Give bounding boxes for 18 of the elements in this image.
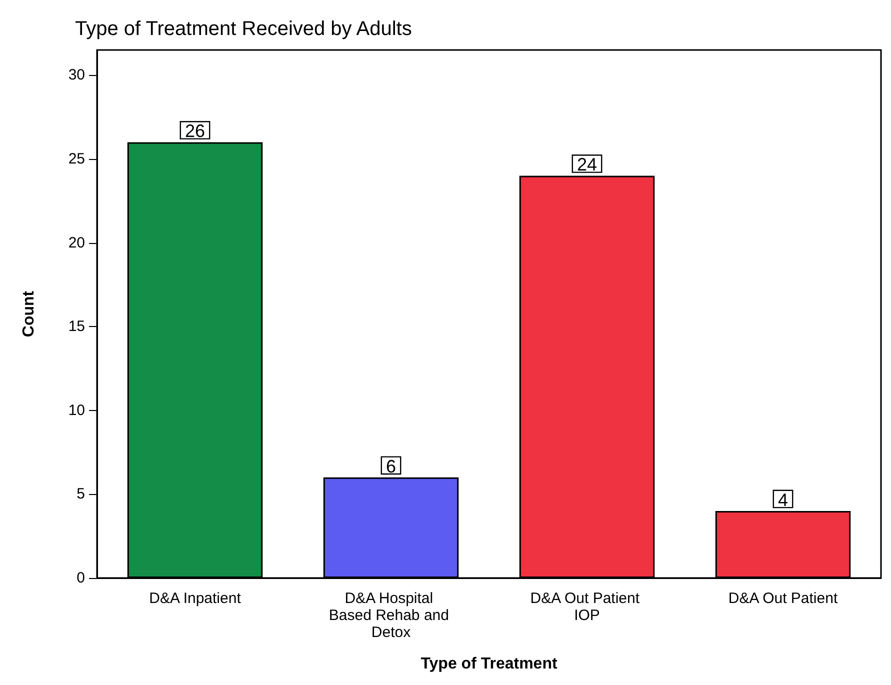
y-axis-title: Count [20, 290, 38, 338]
data-label: 26 [184, 121, 206, 142]
x-axis-title: Type of Treatment [420, 656, 558, 672]
x-tick-label: D&A Out Patient [728, 590, 838, 607]
data-label: 6 [386, 456, 396, 476]
chart-title: Type of Treatment Received by Adults [75, 18, 412, 40]
data-label: 4 [778, 490, 788, 510]
x-tick-label: D&A Out Patient IOP [530, 590, 644, 624]
y-tick-label: 20 [68, 234, 85, 252]
y-tick-label: 30 [68, 66, 85, 84]
y-tick-label: 10 [68, 402, 85, 419]
y-tick-label: 5 [76, 486, 85, 503]
data-label: 24 [576, 154, 598, 175]
x-tick-label: D&A Inpatient [149, 590, 242, 607]
y-tick-label: 15 [68, 318, 85, 336]
y-tick-label: 0 [76, 570, 85, 586]
y-tick-label: 25 [68, 150, 85, 168]
x-tick-label: D&A Hospital Based Rehab and Detox [328, 590, 454, 641]
